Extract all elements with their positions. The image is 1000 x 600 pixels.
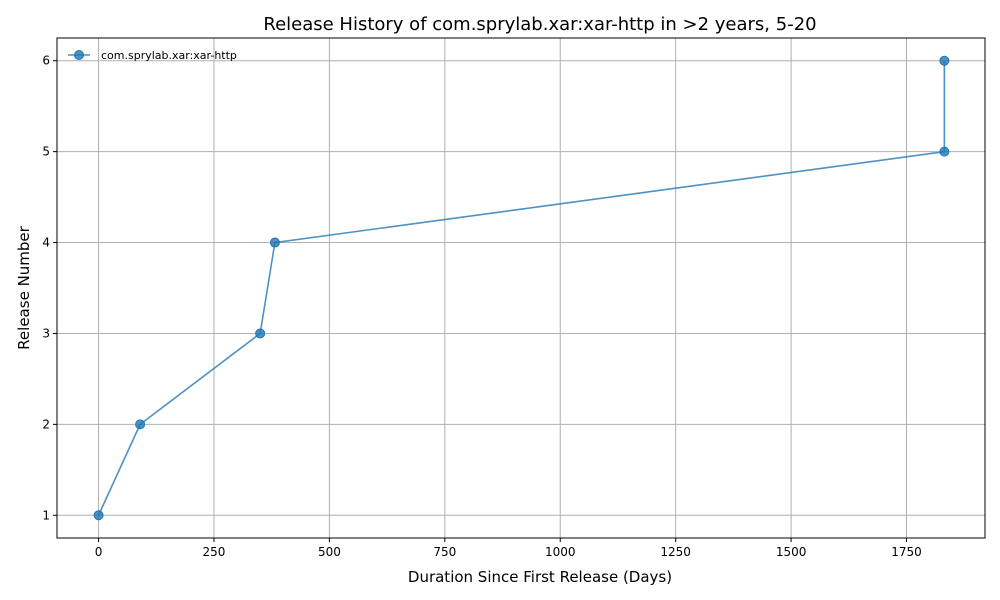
grid (57, 38, 985, 538)
data-point (255, 328, 266, 339)
data-point (269, 237, 280, 248)
series-line (97, 60, 946, 516)
x-tick-label: 1250 (660, 545, 691, 559)
x-tick-label: 0 (95, 545, 103, 559)
data-point (135, 419, 146, 430)
x-tick-label: 250 (203, 545, 226, 559)
y-tick-label: 6 (42, 54, 50, 68)
x-tick-label: 1500 (776, 545, 807, 559)
y-axis-label: Release Number (15, 225, 33, 349)
x-tick-label: 750 (433, 545, 456, 559)
y-tick-label: 2 (42, 417, 50, 431)
data-point (939, 146, 950, 157)
x-axis: 0 250 500 750 1000 1250 1500 1750 (95, 538, 922, 559)
x-axis-label: Duration Since First Release (Days) (408, 568, 672, 586)
y-tick-label: 3 (42, 326, 50, 340)
data-point (939, 55, 950, 66)
y-axis: 1 2 3 4 5 6 (42, 54, 57, 522)
y-tick-label: 5 (42, 145, 50, 159)
series (93, 55, 950, 521)
legend: com.sprylab.xar:xar-http (68, 49, 237, 62)
chart-title: Release History of com.sprylab.xar:xar-h… (263, 14, 816, 35)
plot-area-frame (56, 37, 986, 539)
x-tick-label: 1000 (545, 545, 576, 559)
x-tick-label: 1750 (891, 545, 922, 559)
legend-label: com.sprylab.xar:xar-http (101, 49, 237, 62)
y-tick-label: 1 (42, 508, 50, 522)
data-point (93, 510, 104, 521)
x-tick-label: 500 (318, 545, 341, 559)
y-tick-label: 4 (42, 236, 50, 250)
legend-marker-swatch (74, 50, 84, 60)
